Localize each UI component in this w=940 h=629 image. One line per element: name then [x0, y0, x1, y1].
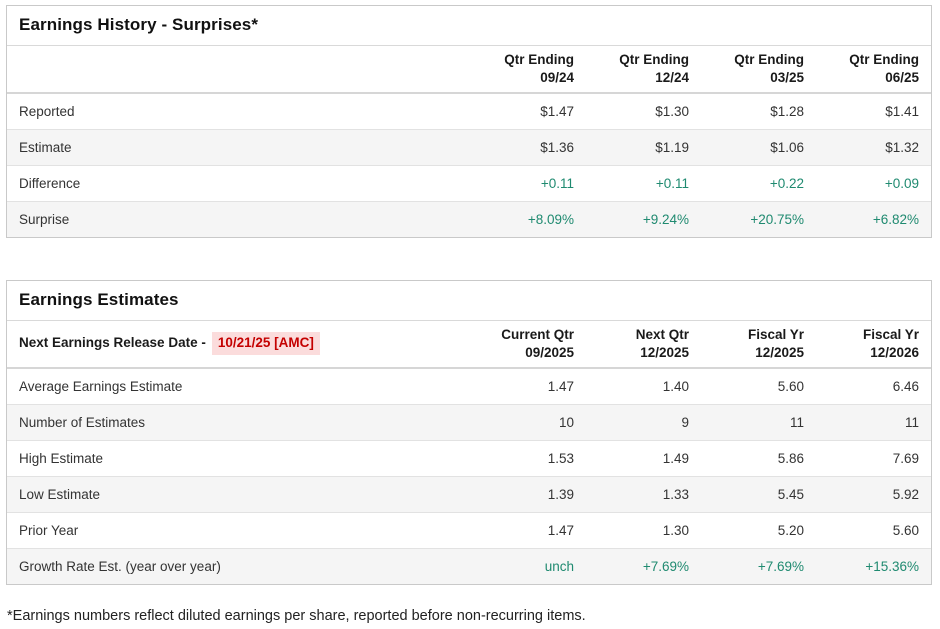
cell-value: $1.41 — [816, 93, 931, 131]
row-label: Reported — [7, 93, 471, 131]
earnings-estimates-panel: Earnings Estimates Next Earnings Release… — [6, 280, 932, 586]
cell-value: $1.30 — [586, 93, 701, 131]
cell-value: +9.24% — [586, 201, 701, 238]
cell-value: 1.53 — [471, 440, 586, 478]
cell-value: $1.06 — [701, 129, 816, 167]
row-label: Growth Rate Est. (year over year) — [7, 548, 471, 585]
earnings-history-header-row: Qtr Ending 09/24 Qtr Ending 12/24 Qtr En… — [7, 46, 931, 95]
earnings-estimates-table: Next Earnings Release Date - 10/21/25 [AM… — [7, 321, 931, 585]
cell-value: 1.47 — [471, 512, 586, 550]
cell-value: 5.60 — [816, 512, 931, 550]
table-row-prior-year: Prior Year 1.47 1.30 5.20 5.60 — [7, 512, 931, 550]
cell-value: +7.69% — [586, 548, 701, 585]
cell-value: 7.69 — [816, 440, 931, 478]
next-earnings-release-date: Next Earnings Release Date - 10/21/25 [AM… — [7, 321, 471, 370]
cell-value: 9 — [586, 404, 701, 442]
cell-value: unch — [471, 548, 586, 585]
earnings-estimates-header-row: Next Earnings Release Date - 10/21/25 [AM… — [7, 321, 931, 370]
column-header: Current Qtr 09/2025 — [471, 321, 586, 370]
column-header: Qtr Ending 12/24 — [586, 46, 701, 95]
column-header: Next Qtr 12/2025 — [586, 321, 701, 370]
cell-value: +6.82% — [816, 201, 931, 238]
cell-value: 1.49 — [586, 440, 701, 478]
row-label: Number of Estimates — [7, 404, 471, 442]
earnings-history-title: Earnings History - Surprises* — [7, 6, 931, 46]
cell-value: 5.92 — [816, 476, 931, 514]
row-label: Low Estimate — [7, 476, 471, 514]
row-label: Estimate — [7, 129, 471, 167]
row-label: Prior Year — [7, 512, 471, 550]
cell-value: +0.22 — [701, 165, 816, 203]
header-spacer — [7, 46, 471, 95]
cell-value: 11 — [816, 404, 931, 442]
cell-value: 1.39 — [471, 476, 586, 514]
table-row-number-of-estimates: Number of Estimates 10 9 11 11 — [7, 404, 931, 442]
cell-value: +0.09 — [816, 165, 931, 203]
footnote: *Earnings numbers reflect diluted earnin… — [7, 608, 586, 625]
cell-value: $1.36 — [471, 129, 586, 167]
earnings-history-panel: Earnings History - Surprises* Qtr Ending… — [6, 5, 932, 239]
cell-value: 11 — [701, 404, 816, 442]
table-row-difference: Difference +0.11 +0.11 +0.22 +0.09 — [7, 165, 931, 203]
release-date-badge: 10/21/25 [AMC] — [211, 332, 320, 355]
release-date-label: Next Earnings Release Date - — [19, 335, 206, 351]
column-header: Qtr Ending 06/25 — [816, 46, 931, 95]
earnings-history-table: Qtr Ending 09/24 Qtr Ending 12/24 Qtr En… — [7, 46, 931, 238]
cell-value: $1.19 — [586, 129, 701, 167]
column-header: Qtr Ending 03/25 — [701, 46, 816, 95]
cell-value: 6.46 — [816, 368, 931, 406]
column-header: Qtr Ending 09/24 — [471, 46, 586, 95]
cell-value: 1.30 — [586, 512, 701, 550]
cell-value: 1.33 — [586, 476, 701, 514]
cell-value: +15.36% — [816, 548, 931, 585]
column-header: Fiscal Yr 12/2025 — [701, 321, 816, 370]
table-row-reported: Reported $1.47 $1.30 $1.28 $1.41 — [7, 93, 931, 131]
table-row-high-estimate: High Estimate 1.53 1.49 5.86 7.69 — [7, 440, 931, 478]
table-row-estimate: Estimate $1.36 $1.19 $1.06 $1.32 — [7, 129, 931, 167]
column-header: Fiscal Yr 12/2026 — [816, 321, 931, 370]
cell-value: 1.47 — [471, 368, 586, 406]
cell-value: 5.20 — [701, 512, 816, 550]
cell-value: +0.11 — [471, 165, 586, 203]
earnings-estimates-title: Earnings Estimates — [7, 281, 931, 322]
row-label: Surprise — [7, 201, 471, 238]
cell-value: 10 — [471, 404, 586, 442]
row-label: Average Earnings Estimate — [7, 368, 471, 406]
cell-value: $1.32 — [816, 129, 931, 167]
cell-value: $1.47 — [471, 93, 586, 131]
cell-value: 1.40 — [586, 368, 701, 406]
cell-value: 5.60 — [701, 368, 816, 406]
cell-value: 5.86 — [701, 440, 816, 478]
table-row-average-earnings-estimate: Average Earnings Estimate 1.47 1.40 5.60… — [7, 368, 931, 406]
cell-value: +0.11 — [586, 165, 701, 203]
panel-gap — [6, 238, 934, 280]
cell-value: $1.28 — [701, 93, 816, 131]
table-row-surprise: Surprise +8.09% +9.24% +20.75% +6.82% — [7, 201, 931, 238]
table-row-growth-rate-est: Growth Rate Est. (year over year) unch +… — [7, 548, 931, 585]
row-label: High Estimate — [7, 440, 471, 478]
cell-value: +8.09% — [471, 201, 586, 238]
cell-value: +20.75% — [701, 201, 816, 238]
cell-value: 5.45 — [701, 476, 816, 514]
cell-value: +7.69% — [701, 548, 816, 585]
table-row-low-estimate: Low Estimate 1.39 1.33 5.45 5.92 — [7, 476, 931, 514]
row-label: Difference — [7, 165, 471, 203]
